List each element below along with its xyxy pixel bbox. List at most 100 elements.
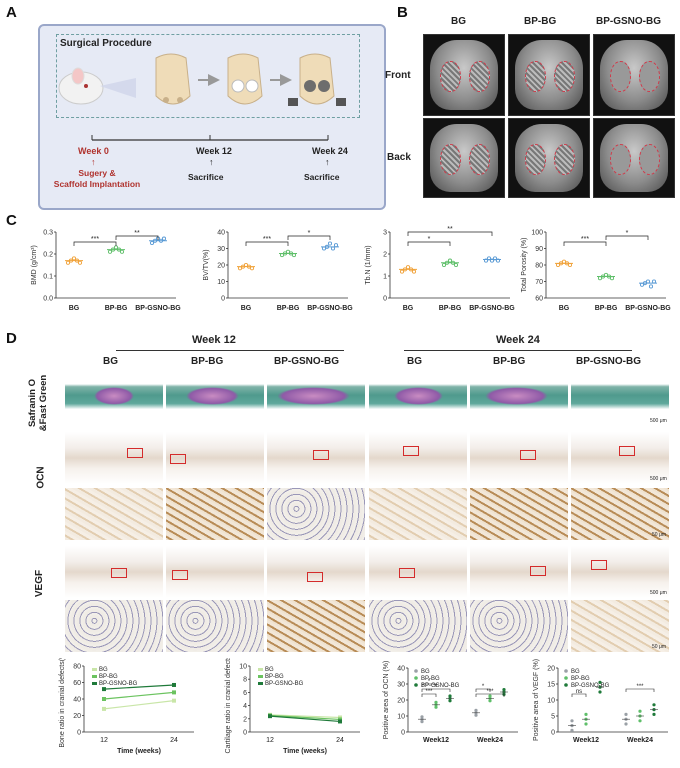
histo-vegf-high-bpbg-w24 [470,600,568,652]
legend-label: BP-GSNO-BG [99,681,138,687]
histo-safranin-bpbg-w24 [470,370,568,426]
x-tick-label: BP-GSNO-BG [307,305,353,312]
week12-heading: Week 12 [192,334,236,346]
y-tick-label: 0.3 [43,230,53,237]
significance-bracket [605,235,649,240]
significance-label: * [435,684,438,690]
data-point [399,269,405,274]
data-point [107,249,113,254]
x-tick-label: BP-BG [595,305,618,312]
significance-label: *** [263,236,271,243]
y-tick-label: 40 [397,666,405,673]
histo-ocn-high-bpbg-w24 [470,488,568,540]
y-axis-label: BMD (g/cm³) [31,245,38,285]
data-point [434,700,438,704]
significance-bracket [73,241,117,246]
y-axis-label: BV/TV(%) [203,249,210,280]
row-label-ocn: OCN [35,466,47,489]
y-tick-label: 80 [535,263,543,270]
data-point [333,243,339,248]
y-tick-label: 10 [217,279,225,286]
y-tick-label: 4 [243,703,247,710]
histo-col-bg-w24: BG [407,356,422,367]
significance-bracket [407,241,451,246]
x-tick-label: BG [403,305,414,312]
data-point [172,698,176,703]
data-point [77,260,83,265]
scale-bar-500: 500 μm [650,418,667,424]
significance-bracket [421,693,437,697]
x-tick-label: Week24 [627,737,653,744]
data-point [172,682,176,687]
x-tick-label: BG [241,305,252,312]
data-point [502,688,506,692]
x-tick-label: BP-GSNO-BG [135,305,181,312]
data-point [584,712,588,716]
x-axis-label: Time (weeks) [283,748,327,755]
panel-label-a: A [6,4,17,21]
y-tick-label: 5 [551,714,555,721]
significance-bracket [287,235,331,240]
y-tick-label: 0 [551,730,555,737]
scale-bar-500: 500 μm [650,590,667,596]
chart-ocn-area: 0 10 20 30 40 Positive area of OCN (%) Week12 W… [383,661,518,744]
y-axis-label: Cartilage ratio in cranial defects(%) [225,658,232,753]
histo-safranin-bpgsnobg-w12 [267,370,365,426]
data-point [411,269,417,274]
panel-label-c: C [6,212,17,229]
data-point [598,690,602,694]
data-point [492,256,498,261]
x-tick-label: 24 [336,737,344,744]
data-point [598,680,602,684]
legend-swatch [258,668,263,671]
data-point [474,708,478,712]
histo-ocn-high-bg-w24 [369,488,467,540]
x-tick-label: BP-BG [105,305,128,312]
y-tick-label: 20 [397,698,405,705]
data-point [149,240,155,246]
data-point [405,265,411,270]
data-point [624,712,628,716]
y-tick-label: 0 [401,730,405,737]
y-tick-label: 15 [547,682,555,689]
histo-ocn-low-bg-w12 [65,432,163,484]
up-arrow-icon: ↑ [209,157,214,167]
data-point [434,705,438,709]
data-point [268,714,272,719]
data-point [172,690,176,695]
significance-bracket [115,235,159,240]
y-tick-label: 6 [243,690,247,697]
histo-vegf-high-bpgsnobg-w12 [267,600,365,652]
skull-illustration-2 [227,53,263,105]
data-point [102,706,106,711]
microct-col-bpbg: BP-BG [524,16,557,27]
data-point [648,284,654,289]
data-point [119,249,125,254]
panel-label-b: B [397,4,408,21]
data-point [638,709,642,713]
data-point [249,266,255,271]
y-tick-label: 10 [397,714,405,721]
x-tick-label: BG [69,305,80,312]
significance-label: *** [425,689,433,695]
timeline [91,135,329,141]
histo-vegf-low-bpbg-w12 [166,546,264,598]
data-point [584,722,588,726]
x-tick-label: 12 [100,737,108,744]
data-point [488,699,492,703]
data-point [624,722,628,726]
y-tick-label: 40 [73,697,81,704]
series-line [269,714,341,721]
scale-bar-500: 500 μm [650,476,667,482]
significance-bracket [563,241,607,246]
y-axis-label: Positive area of VEGF (%) [533,659,540,741]
y-tick-label: 10 [239,664,247,671]
legend-label: BP-GSNO-BG [571,683,610,689]
significance-label: *** [636,684,644,690]
significance-bracket [407,231,493,236]
y-tick-label: 20 [217,263,225,270]
x-tick-label: 24 [170,737,178,744]
legend-marker [414,676,418,680]
